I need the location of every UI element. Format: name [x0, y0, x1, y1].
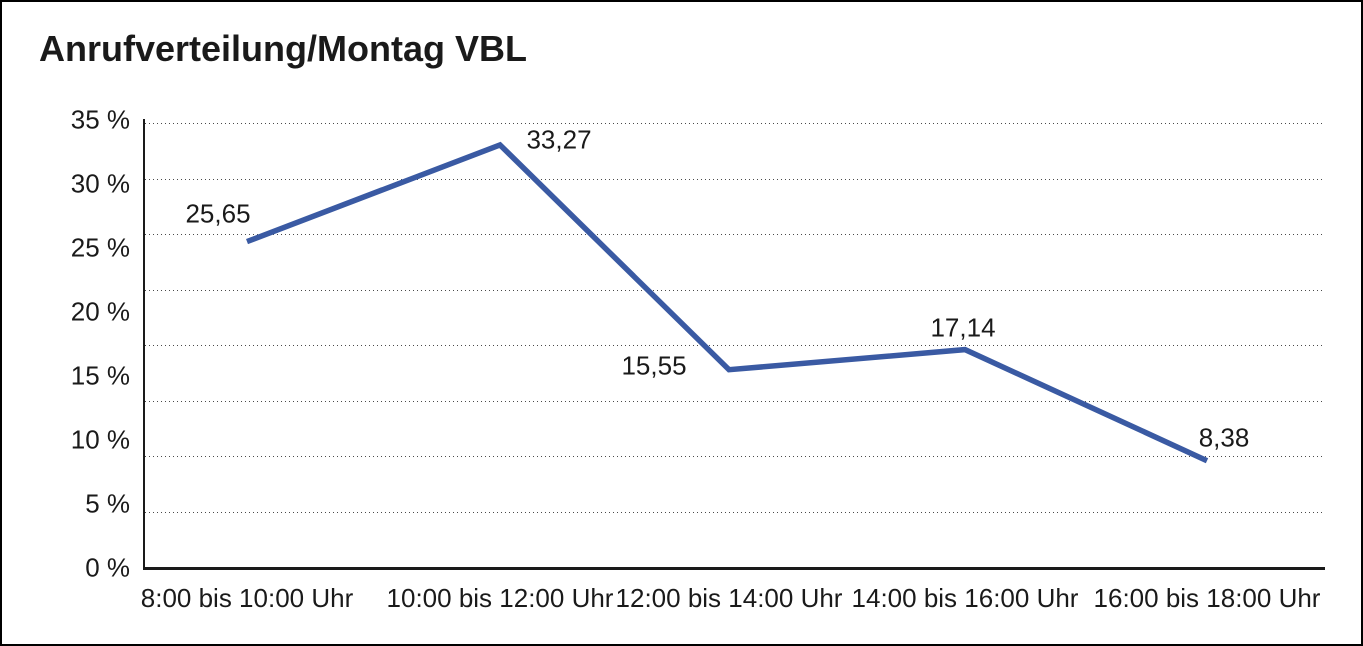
x-category-label: 8:00 bis 10:00 Uhr: [140, 583, 354, 613]
data-label: 25,65: [185, 198, 251, 229]
data-label: 33,27: [526, 124, 592, 155]
x-category-label: 12:00 bis 14:00 Uhr: [615, 583, 843, 613]
y-tick-label: 30 %: [70, 168, 130, 199]
series-line: [246, 141, 1209, 464]
x-category-label: 16:00 bis 18:00 Uhr: [1093, 583, 1321, 613]
data-label: 17,14: [930, 312, 996, 343]
data-label: 8,38: [1198, 422, 1250, 453]
gridline: [145, 511, 1325, 513]
y-tick-label: 20 %: [70, 296, 130, 327]
y-tick-label: 25 %: [70, 232, 130, 263]
gridline: [145, 456, 1325, 457]
gridline: [145, 123, 1325, 124]
y-tick-label: 0 %: [85, 552, 130, 583]
x-category-label: 10:00 bis 12:00 Uhr: [386, 583, 614, 613]
y-tick-label: 5 %: [85, 488, 130, 519]
data-label: 15,55: [621, 350, 687, 381]
y-axis-line: [143, 119, 145, 567]
x-axis-line: [143, 567, 1325, 570]
x-category-label: 14:00 bis 16:00 Uhr: [851, 583, 1079, 613]
chart-title: Anrufverteilung/Montag VBL: [39, 28, 527, 69]
y-tick-label: 10 %: [70, 424, 130, 455]
gridline: [145, 400, 1325, 402]
gridline: [145, 234, 1325, 235]
y-tick-label: 15 %: [70, 360, 130, 391]
gridline: [145, 178, 1325, 180]
gridline: [145, 289, 1325, 291]
y-tick-label: 35 %: [70, 104, 130, 135]
gridline: [145, 345, 1325, 346]
